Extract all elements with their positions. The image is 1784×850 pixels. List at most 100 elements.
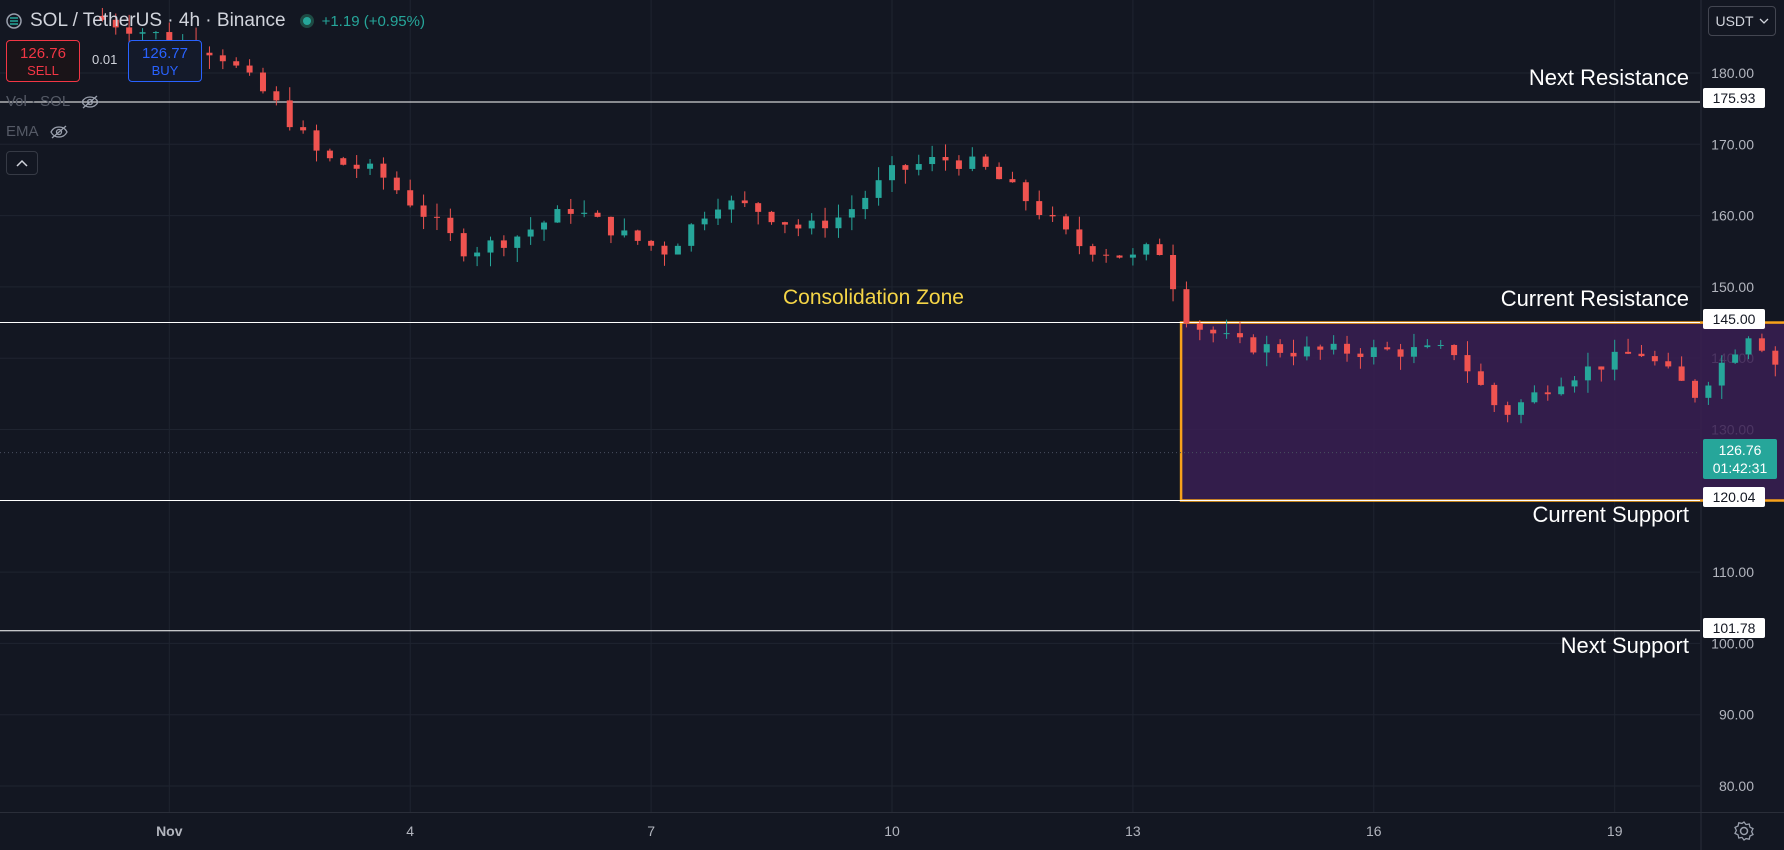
eye-slash-icon[interactable] <box>49 125 69 139</box>
x-tick-label: 13 <box>1125 823 1141 839</box>
buy-price: 126.77 <box>142 45 188 62</box>
candle-body <box>674 245 681 255</box>
candle-body <box>1210 329 1217 334</box>
candle <box>1544 385 1551 401</box>
candle-body <box>313 130 320 151</box>
price-tag-current-support: 120.04 <box>1703 487 1765 507</box>
candle-body <box>1009 179 1016 183</box>
candle-body <box>1236 333 1243 338</box>
eye-slash-icon[interactable] <box>80 95 100 109</box>
candle <box>1236 321 1243 344</box>
candle <box>433 203 440 231</box>
candle-body <box>1076 229 1083 247</box>
candle <box>1156 238 1163 256</box>
candle-body <box>1397 349 1404 357</box>
chevron-down-icon <box>1759 18 1768 24</box>
candle-body <box>326 150 333 159</box>
price-change: +1.19 (+0.95%) <box>321 12 425 30</box>
gear-icon[interactable] <box>1733 820 1755 842</box>
candle-body <box>1584 366 1591 381</box>
level-label-current-support: Current Support <box>1532 502 1689 527</box>
candle <box>527 217 534 245</box>
candle <box>460 228 467 262</box>
candle <box>889 156 895 193</box>
candle-body <box>1758 338 1765 351</box>
symbol-title[interactable]: SOL / TetherUS · 4h · Binance <box>30 10 286 31</box>
candle <box>407 179 414 208</box>
x-tick-label: Nov <box>156 823 183 839</box>
candle-body <box>380 163 387 178</box>
market-status-icon <box>299 14 314 28</box>
collapse-indicators-button[interactable] <box>6 151 38 175</box>
candle-body <box>755 203 762 212</box>
candle <box>112 13 119 35</box>
candle <box>607 216 614 244</box>
candle <box>1678 356 1685 382</box>
candle <box>1076 216 1083 255</box>
candle-body <box>594 212 601 217</box>
candle-body <box>661 245 668 255</box>
candle <box>286 87 293 131</box>
x-tick-label: 16 <box>1366 823 1382 839</box>
candle <box>1170 244 1177 302</box>
candle-body <box>1330 343 1337 350</box>
candle <box>246 59 253 76</box>
candle <box>1277 339 1284 358</box>
candle-body <box>474 252 481 257</box>
candle-body <box>889 165 895 181</box>
candle-body <box>822 220 829 229</box>
currency-select[interactable]: USDT <box>1708 6 1776 36</box>
candle-body <box>487 240 494 253</box>
candle <box>728 195 735 223</box>
candle-body <box>112 19 119 28</box>
candle <box>835 204 842 238</box>
candle <box>982 154 989 170</box>
candles <box>99 7 1779 424</box>
candle-body <box>139 32 146 34</box>
indicator-ema-label: EMA <box>6 123 39 140</box>
candle <box>594 210 601 218</box>
candle-body <box>1129 254 1136 258</box>
candle <box>99 7 106 22</box>
candle-body <box>1464 355 1471 372</box>
candle <box>902 164 909 184</box>
candle <box>1598 366 1605 382</box>
candle <box>781 221 788 234</box>
candle-body <box>166 32 173 43</box>
candle-body <box>420 205 427 217</box>
candle <box>1143 242 1150 261</box>
candle <box>1665 352 1672 369</box>
candle <box>768 210 775 225</box>
candle-body <box>1678 366 1685 381</box>
candle-body <box>1544 392 1551 395</box>
candle-body <box>246 65 253 73</box>
candle <box>567 198 574 224</box>
indicator-ema[interactable]: EMA <box>6 123 69 140</box>
y-tick-label: 150.00 <box>1711 279 1754 295</box>
candle-body <box>1370 347 1377 357</box>
consolidation-zone-label: Consolidation Zone <box>783 286 964 309</box>
candle <box>340 156 347 166</box>
candle <box>1705 381 1712 405</box>
sell-button[interactable]: 126.76 SELL <box>6 40 80 82</box>
buy-button[interactable]: 126.77 BUY <box>128 40 202 82</box>
candle <box>554 205 561 223</box>
candle <box>1611 339 1618 381</box>
candle-body <box>969 156 976 169</box>
candle <box>1223 319 1230 339</box>
candle-body <box>1116 255 1123 258</box>
candle <box>206 46 213 69</box>
candle-body <box>1491 384 1498 406</box>
candle <box>353 155 360 178</box>
candle <box>1009 171 1016 183</box>
candle <box>1397 343 1404 370</box>
candle <box>1504 401 1511 423</box>
indicator-volume[interactable]: Vol · SOL <box>6 93 100 110</box>
candle-body <box>500 240 507 248</box>
candle-body <box>367 163 374 169</box>
candle-body <box>915 164 922 170</box>
candle <box>915 154 922 176</box>
level-label-current-resistance: Current Resistance <box>1500 286 1689 311</box>
